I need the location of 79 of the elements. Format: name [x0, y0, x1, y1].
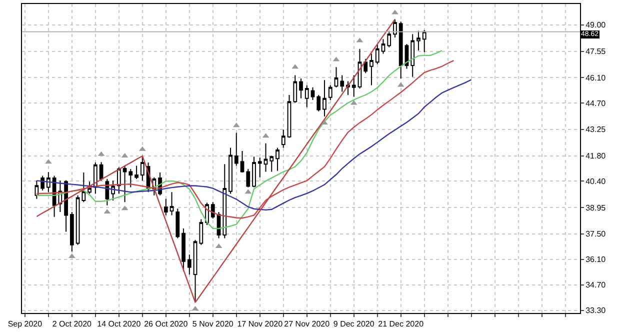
candlestick	[46, 172, 50, 193]
point	[392, 10, 398, 14]
candlestick	[128, 168, 133, 188]
candlestick	[134, 165, 138, 180]
candlestick	[64, 180, 68, 232]
candlestick	[370, 53, 374, 86]
candlestick	[140, 155, 144, 182]
y-tick-label: 36.10	[586, 255, 606, 264]
x-tick-label: 27 Nov 2020	[284, 320, 330, 329]
candlestick	[82, 172, 86, 203]
candlestick	[187, 254, 192, 275]
candlestick	[182, 228, 186, 272]
line-series	[36, 79, 472, 211]
candlestick	[252, 156, 256, 188]
candlestick	[176, 208, 180, 239]
x-tick-label: 5 Nov 2020	[192, 320, 234, 329]
x-tick-label: 17 Nov 2020	[237, 320, 284, 329]
candlestick	[116, 166, 121, 194]
candlestick	[246, 168, 250, 188]
candlestick	[111, 180, 115, 201]
y-tick-label: 46.10	[586, 73, 606, 82]
candlestick	[193, 239, 198, 303]
candlestick	[410, 34, 415, 78]
candlestick	[170, 192, 174, 216]
candlestick	[364, 58, 368, 74]
candlestick	[322, 80, 326, 118]
candlestick	[398, 21, 403, 80]
candlestick	[422, 30, 426, 53]
candlestick	[310, 86, 315, 100]
y-tick-label: 43.25	[586, 125, 606, 134]
x-tick-label: 26 Oct 2020	[144, 320, 188, 329]
point	[321, 120, 328, 125]
candlestick	[381, 38, 386, 54]
candlestick	[210, 202, 215, 219]
candlestick	[88, 181, 92, 194]
candlestick	[76, 194, 80, 246]
candlestick	[287, 94, 292, 138]
candlestick	[416, 30, 420, 52]
candlestick	[122, 165, 127, 203]
candlestick	[93, 162, 98, 194]
x-tick-label: 2 Oct 2020	[52, 320, 92, 329]
candlestick	[234, 132, 238, 166]
candlestick	[240, 150, 244, 173]
y-tick-label: 41.80	[586, 152, 606, 161]
candlestick	[334, 66, 338, 88]
candlestick	[199, 218, 204, 246]
candlestick	[40, 175, 44, 191]
candlestick	[70, 211, 74, 252]
candlestick	[222, 164, 227, 239]
x-tick-label: 9 Dec 2020	[333, 320, 375, 329]
y-tick-label: 44.70	[586, 98, 606, 108]
candlestick	[358, 48, 362, 90]
candlestick	[375, 43, 380, 65]
candlestick	[393, 18, 397, 38]
candlestick	[258, 157, 262, 178]
y-tick-label: 40.40	[586, 177, 606, 186]
y-tick-label: 38.95	[586, 203, 606, 212]
candlestick	[293, 74, 298, 104]
candlestick	[228, 147, 232, 194]
candlestick	[264, 142, 268, 172]
candlestick	[276, 147, 280, 172]
y-tick-label: 34.70	[586, 280, 606, 290]
x-tick-label: Sep 2020	[8, 320, 43, 329]
candlestick	[352, 74, 356, 98]
y-tick-label: 33.30	[586, 306, 606, 316]
y-tick-label: 49.00	[586, 20, 606, 30]
candlestick	[304, 84, 309, 108]
x-tick-label: 21 Dec 2020	[378, 320, 424, 329]
candlestick	[340, 74, 344, 92]
y-tick-label: 37.50	[586, 230, 606, 239]
candlestick	[270, 155, 274, 172]
candlestick	[299, 78, 303, 99]
candlestick	[164, 198, 168, 216]
x-tick-label: 14 Oct 2020	[97, 320, 142, 329]
candlestick	[281, 129, 286, 148]
candlestick	[387, 30, 392, 48]
y-tick-label: 47.55	[586, 47, 606, 56]
candlestick	[316, 94, 321, 112]
candlestick	[328, 84, 332, 100]
